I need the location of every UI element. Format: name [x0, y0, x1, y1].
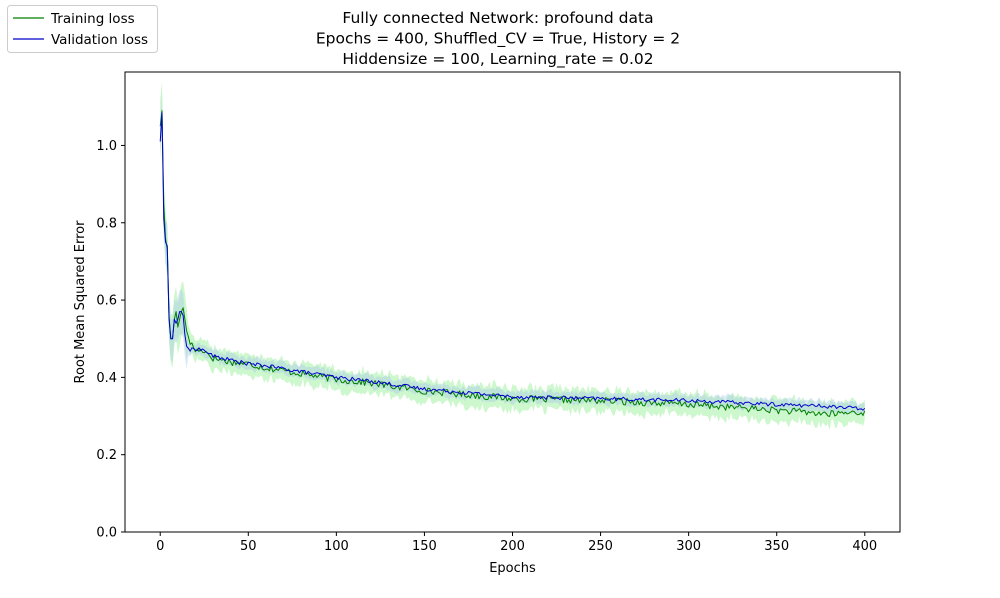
confidence-bands [160, 81, 865, 431]
x-tick-label: 300 [676, 539, 701, 554]
band-series-1 [160, 81, 865, 431]
band-series-2 [160, 92, 865, 416]
y-tick-label: 0.0 [96, 526, 117, 541]
plot-frame [124, 71, 901, 533]
x-tick-label: 200 [500, 539, 525, 554]
x-tick-label: 150 [412, 539, 437, 554]
title-line-1: Fully connected Network: profound data [342, 9, 653, 27]
legend-label: Validation loss [51, 32, 148, 48]
x-axis-label: Epochs [489, 561, 536, 576]
y-tick-label: 0.4 [96, 371, 117, 386]
x-tick-label: 50 [240, 539, 257, 554]
series-lines [159, 110, 866, 417]
legend-label: Training loss [50, 11, 135, 27]
legend-box [7, 5, 158, 53]
line-series-1 [159, 110, 866, 417]
y-tick-label: 0.6 [96, 294, 117, 309]
line-series-2 [159, 112, 866, 411]
y-tick-label: 0.8 [96, 216, 117, 231]
y-axis-ticks: 0.0 0.2 0.4 0.6 0.8 1.0 [96, 139, 125, 541]
y-tick-label: 0.2 [96, 448, 117, 463]
x-tick-label: 350 [764, 539, 789, 554]
legend: Training loss Validation loss [7, 5, 158, 53]
x-tick-label: 400 [852, 539, 877, 554]
x-tick-label: 250 [588, 539, 613, 554]
y-axis-label: Root Mean Squared Error [73, 220, 88, 384]
chart-title: Fully connected Network: profound data Ep… [316, 9, 680, 69]
title-line-2: Epochs = 400, Shuffled_CV = True, Histor… [316, 30, 680, 49]
x-tick-label: 0 [156, 539, 164, 554]
x-axis-ticks: 0 50 100 150 200 250 300 350 400 [156, 532, 877, 554]
title-line-3: Hiddensize = 100, Learning_rate = 0.02 [342, 50, 653, 69]
x-tick-label: 100 [324, 539, 349, 554]
y-tick-label: 1.0 [96, 139, 117, 154]
